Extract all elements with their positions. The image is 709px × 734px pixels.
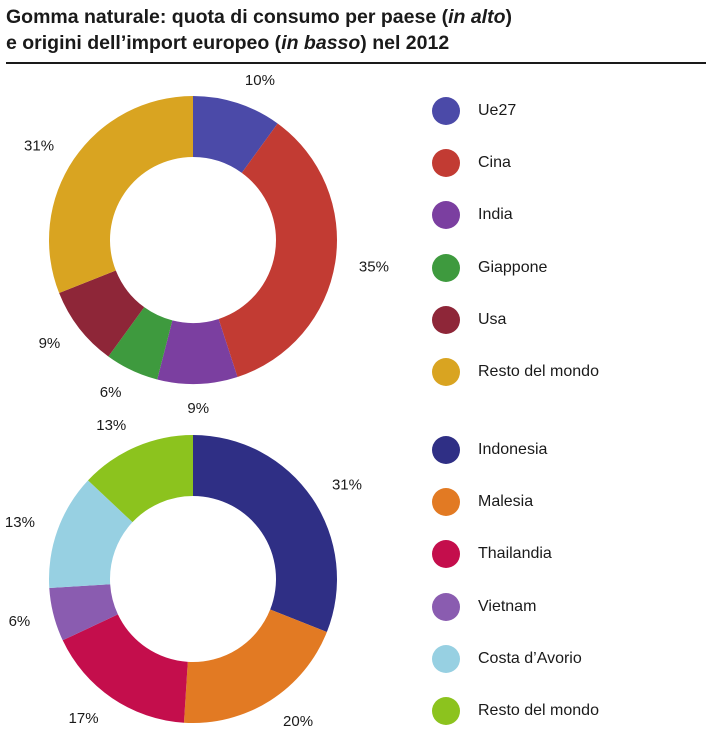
slice-usa xyxy=(59,270,145,357)
slice-label-ue27: 10% xyxy=(245,72,275,89)
legend-label: Cina xyxy=(478,154,511,172)
legend-item-resto-del-mondo: Resto del mondo xyxy=(432,358,692,388)
slice-label-indonesia: 31% xyxy=(332,477,362,494)
slice-giappone xyxy=(108,307,173,380)
slice-label-usa: 9% xyxy=(39,335,61,352)
slice-label-resto-del-mondo: 13% xyxy=(96,417,126,434)
slice-label-thailandia: 17% xyxy=(69,710,99,727)
slice-vietnam xyxy=(49,584,118,641)
slice-malesia xyxy=(183,609,327,723)
legend-label: Ue27 xyxy=(478,102,517,119)
legend-swatch xyxy=(432,697,460,725)
title-line-2: e origini dell’import europeo (in basso)… xyxy=(6,32,450,54)
title-line-1: Gomma naturale: quota di consumo per pae… xyxy=(6,6,513,28)
slice-costa-d-avorio xyxy=(49,480,133,589)
legend-label: Resto del mondo xyxy=(478,363,599,380)
legend-item-usa: Usa xyxy=(432,305,692,336)
slice-label-resto-del-mondo: 31% xyxy=(24,138,54,155)
legend-item-costa-d-avorio: Costa d’Avorio xyxy=(432,644,692,675)
legend-swatch xyxy=(432,358,460,386)
legend-swatch xyxy=(432,97,460,125)
slice-indonesia xyxy=(193,435,337,633)
legend-swatch xyxy=(432,644,460,673)
legend-swatch xyxy=(432,201,460,230)
title-divider xyxy=(6,62,706,64)
legend-label: Indonesia xyxy=(478,441,548,458)
legend-label: Malesia xyxy=(478,493,534,511)
legend-label: Costa d’Avorio xyxy=(478,649,582,667)
slice-label-cina: 35% xyxy=(359,258,389,275)
legend-swatch xyxy=(432,488,460,517)
legend-label: Giappone xyxy=(478,258,548,276)
legend-swatch xyxy=(432,149,460,178)
legend-swatch xyxy=(432,540,460,569)
slice-label-india: 9% xyxy=(187,400,209,417)
legend-swatch xyxy=(432,253,460,282)
slice-india xyxy=(157,318,238,384)
slice-resto-del-mondo xyxy=(88,435,193,523)
donut-chart-import-origins: 31% 20% 17% 6% 13% 13% xyxy=(5,417,362,730)
chart-title: Gomma naturale: quota di consumo per pae… xyxy=(6,4,706,56)
slice-cina xyxy=(218,123,338,377)
legend-item-indonesia: Indonesia xyxy=(432,436,692,466)
slice-thailandia xyxy=(62,614,188,723)
legend-label: Resto del mondo xyxy=(478,702,599,719)
slice-resto-del-mondo xyxy=(49,96,194,294)
legend-swatch xyxy=(432,436,460,464)
legend-item-india: India xyxy=(432,201,692,231)
legend-label: Vietnam xyxy=(478,597,537,615)
legend-swatch xyxy=(432,592,460,621)
slice-label-vietnam: 6% xyxy=(9,613,31,630)
legend-label: India xyxy=(478,206,513,224)
legend-item-malesia: Malesia xyxy=(432,488,692,518)
legend-label: Usa xyxy=(478,310,507,328)
legend-item-thailandia: Thailandia xyxy=(432,540,692,570)
slice-ue27 xyxy=(193,96,278,173)
legend-item-vietnam: Vietnam xyxy=(432,592,692,623)
legend-item-resto-del-mondo: Resto del mondo xyxy=(432,697,692,727)
slice-label-giappone: 6% xyxy=(100,384,122,401)
slice-label-costa-d-avorio: 13% xyxy=(5,514,35,531)
donut-chart-consumption: 10% 35% 9% 6% 9% 31% xyxy=(24,72,389,417)
slice-label-malesia: 20% xyxy=(283,713,313,730)
legend-item-ue27: Ue27 xyxy=(432,97,692,127)
legend-item-giappone: Giappone xyxy=(432,253,692,284)
legend-swatch xyxy=(432,305,460,334)
legend-label: Thailandia xyxy=(478,545,552,563)
legend-item-cina: Cina xyxy=(432,149,692,179)
